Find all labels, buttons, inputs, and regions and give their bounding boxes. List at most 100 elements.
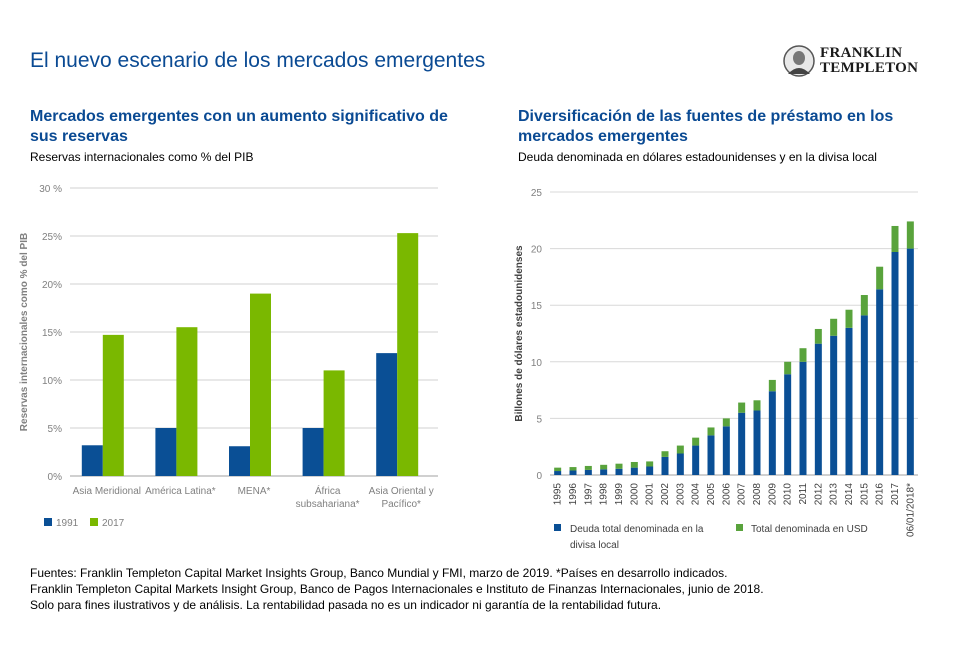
bar-segment-2010-s1 [784, 374, 792, 475]
bar-segment-06/01/2018*-s1 [906, 248, 914, 475]
x-category-label: 2003 [675, 483, 686, 506]
bar-segment-1995-s1 [554, 471, 562, 475]
bar-segment-2008-s2 [753, 400, 761, 411]
bar-segment-2011-s1 [799, 361, 807, 475]
footer-line-3: Solo para fines ilustrativos y de anális… [30, 598, 662, 612]
bar-segment-2002-s2 [661, 451, 669, 457]
x-category-label: 2010 [783, 483, 794, 506]
x-category-label: 1996 [568, 483, 579, 506]
bar-segment-2011-s2 [799, 348, 807, 362]
bar-segment-2016-s2 [876, 266, 884, 290]
legend-swatch-local [554, 524, 561, 531]
bar-2017-3 [250, 293, 271, 476]
x-category-label: 2002 [660, 483, 671, 506]
x-category-label: 2013 [829, 483, 840, 506]
logo-line-2: TEMPLETON [820, 60, 919, 76]
x-category-label: 2015 [859, 483, 870, 506]
bar-segment-2012-s2 [814, 328, 822, 344]
bar-segment-2008-s1 [753, 410, 761, 475]
x-category-label: 2001 [645, 483, 656, 506]
bar-segment-1998-s1 [600, 469, 608, 475]
bar-2017-2 [176, 327, 198, 476]
bar-segment-1995-s2 [554, 467, 562, 472]
footer-line-1: Fuentes: Franklin Templeton Capital Mark… [30, 566, 728, 580]
bar-segment-2004-s1 [692, 445, 700, 475]
right-chart-title-line-1: Diversificación de las fuentes de présta… [518, 108, 894, 125]
bar-segment-2009-s1 [768, 391, 776, 475]
bar-segment-2015-s2 [860, 295, 868, 316]
bar-segment-2005-s1 [707, 435, 715, 475]
y-tick-label: 20% [42, 280, 62, 291]
footer-line-2: Franklin Templeton Capital Markets Insig… [30, 582, 764, 596]
y-tick-label: 20 [531, 245, 543, 256]
x-category-label: Pacífico* [381, 499, 421, 510]
bar-segment-2014-s2 [845, 309, 853, 328]
bar-segment-2012-s1 [814, 343, 822, 475]
bar-segment-2009-s2 [768, 379, 776, 392]
legend-swatch-usd [736, 524, 743, 531]
x-category-label: 2009 [767, 483, 778, 506]
left-chart-subtitle: Reservas internacionales como % del PIB [30, 150, 254, 164]
bar-segment-06/01/2018*-s2 [906, 221, 914, 249]
franklin-templeton-logo: FRANKLIN TEMPLETON [782, 44, 932, 80]
bar-1991-3 [229, 446, 250, 476]
x-category-label: 2011 [798, 483, 809, 505]
left-chart-title-line-1: Mercados emergentes con un aumento signi… [30, 108, 448, 125]
bar-segment-2000-s1 [630, 467, 638, 475]
x-category-label: Asia Meridional [73, 486, 141, 497]
x-category-label: 1995 [553, 483, 564, 506]
right-chart-title: Diversificación de las fuentes de présta… [518, 107, 893, 147]
bar-1991-4 [302, 428, 324, 476]
right-chart-title-line-2: mercados emergentes [518, 128, 688, 145]
y-tick-label: 30 % [39, 184, 62, 195]
bar-segment-2001-s2 [646, 461, 654, 467]
bar-segment-1997-s1 [584, 469, 592, 475]
bar-segment-2006-s2 [722, 418, 730, 427]
legend-label: 1991 [56, 518, 79, 529]
bar-segment-2013-s1 [830, 335, 838, 475]
x-category-label: 2016 [875, 483, 886, 506]
bar-segment-2017-s2 [891, 225, 899, 252]
bar-segment-2007-s2 [738, 402, 746, 413]
legend-label-local-cont: divisa local [570, 540, 619, 551]
bar-segment-2015-s1 [860, 315, 868, 475]
x-category-label: 2004 [691, 483, 702, 506]
y-tick-label: 5% [48, 424, 63, 435]
bar-2017-5 [397, 233, 419, 476]
logo-line-1: FRANKLIN [820, 45, 903, 61]
legend-swatch-1991 [44, 518, 52, 526]
legend-label: 2017 [102, 518, 125, 529]
y-tick-label: 15 [531, 301, 543, 312]
y-tick-label: 10% [42, 376, 62, 387]
bar-segment-1999-s1 [615, 468, 623, 475]
debt-stacked-bar-chart: 0 5 10 15 20 25 1995 1996 1997 1998 1999 2000 2001 20… [514, 188, 918, 551]
bar-segment-2007-s1 [738, 412, 746, 475]
x-category-label: 2005 [706, 483, 717, 506]
bar-segment-1996-s1 [569, 470, 577, 475]
legend-swatch-2017 [90, 518, 98, 526]
logo-wordmark: FRANKLIN TEMPLETON [820, 46, 918, 76]
bar-segment-2006-s1 [722, 426, 730, 475]
x-category-label: 1998 [599, 483, 610, 506]
x-category-label: subsahariana* [296, 499, 360, 510]
y-tick-label: 0 [536, 471, 542, 482]
bar-segment-1997-s2 [584, 465, 592, 470]
bar-segment-2003-s1 [676, 453, 684, 475]
x-category-label: 1997 [583, 483, 594, 506]
x-category-label: MENA* [238, 486, 271, 497]
bar-segment-2000-s2 [630, 461, 638, 468]
y-tick-label: 10 [531, 358, 543, 369]
bar-segment-2017-s1 [891, 251, 899, 475]
x-category-label: Asia Oriental y [369, 486, 434, 497]
bar-segment-2004-s2 [692, 437, 700, 446]
bar-segment-2003-s2 [676, 445, 684, 454]
y-tick-label: 25 [531, 188, 543, 199]
franklin-portrait-icon [783, 45, 815, 77]
y-axis-title: Reservas internacionales como % del PIB [19, 233, 30, 431]
bar-segment-2002-s1 [661, 456, 669, 475]
y-tick-label: 0% [48, 472, 63, 483]
footer-notes: Fuentes: Franklin Templeton Capital Mark… [30, 565, 764, 613]
y-tick-label: 5 [536, 414, 542, 425]
x-category-label: 2000 [629, 483, 640, 506]
bar-2017-4 [323, 370, 345, 476]
